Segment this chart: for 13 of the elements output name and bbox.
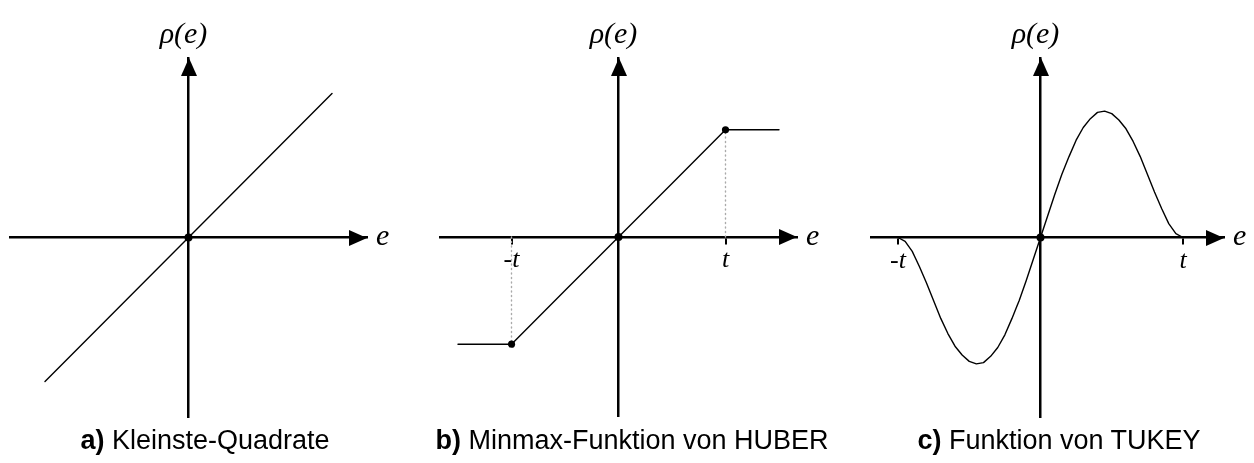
text: a) Kleinste-Quadrate bbox=[80, 425, 330, 455]
text: c) Funktion von TUKEY bbox=[917, 425, 1201, 455]
y-axis-title: ρ(e) bbox=[588, 15, 638, 50]
x-axis-title: e bbox=[1233, 218, 1247, 252]
y-axis-title: ρ(e) bbox=[1010, 15, 1060, 50]
x-tick-label: t bbox=[1179, 244, 1188, 274]
x-axis-title: e bbox=[376, 218, 390, 252]
y-axis-title: ρ(e) bbox=[158, 15, 208, 50]
text: b) Minmax-Funktion von HUBER bbox=[435, 425, 829, 455]
x-tick-label: t bbox=[721, 244, 730, 274]
x-axis-title: e bbox=[806, 217, 820, 251]
x-tick-label: -t bbox=[503, 244, 521, 274]
x-tick-label: -t bbox=[890, 244, 907, 274]
